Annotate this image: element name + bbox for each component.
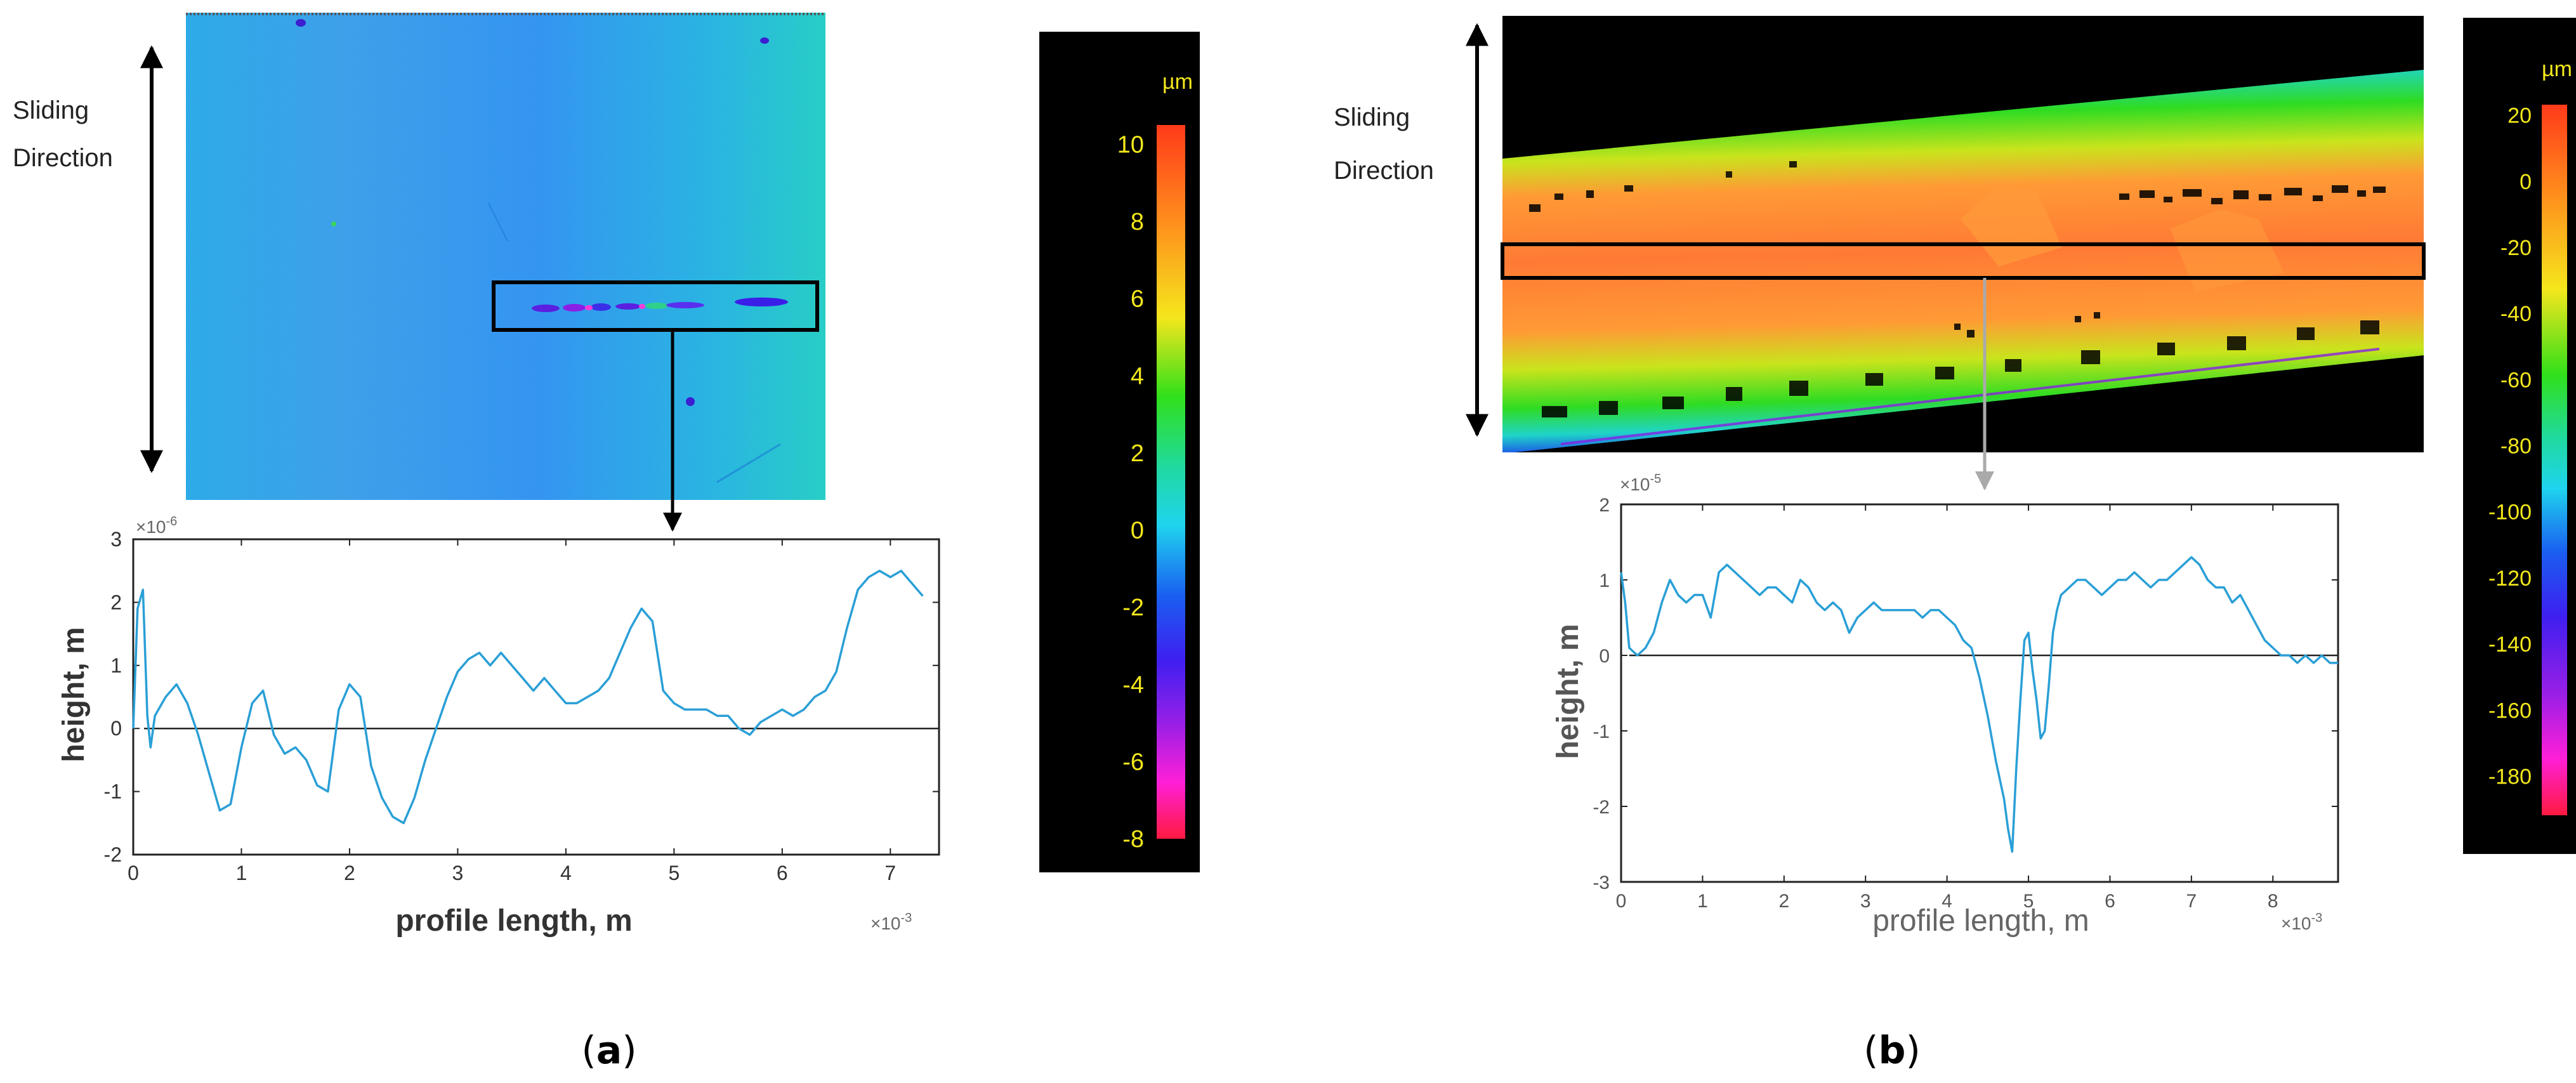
colorbar-tick-label-b: -60 <box>2500 368 2532 392</box>
panel-label-a: (a) <box>581 1028 636 1073</box>
y-tick-label-b: -3 <box>1593 872 1610 893</box>
colorbar-tick-label-b: -160 <box>2488 699 2532 723</box>
colorbar-tick-label-a: 6 <box>1131 286 1144 313</box>
profile-chart-a: 0 1 2 3 4 5 6 7 3 2 1 0 -1 -2 ×10-6 ×10-3 profile len… <box>57 515 940 938</box>
x-tick-label-a: 0 <box>128 862 139 884</box>
colorbar-a: µm 10 8 6 4 2 0 -2 -4 -6 -8 <box>1039 32 1200 872</box>
x-tick-label-b: 0 <box>1616 891 1627 912</box>
profile-chart-b: 0 1 2 3 4 5 6 7 8 2 1 0 -1 -2 -3 ×10-5 ×10-3 profile l… <box>1551 472 2339 938</box>
colorbar-tick-label-a: 4 <box>1131 363 1144 390</box>
colorbar-unit-b: µm <box>2542 57 2572 81</box>
colorbar-tick-label-a: -4 <box>1122 672 1144 699</box>
x-tick-label-b: 1 <box>1697 891 1708 912</box>
colorbar-tick-label-b: -140 <box>2488 633 2532 657</box>
sliding-direction-label-b-line1: Sliding <box>1334 103 1410 131</box>
x-tick-label-a: 7 <box>884 862 896 884</box>
x-tick-label-a: 4 <box>560 862 572 884</box>
x-tick-label-b: 6 <box>2105 891 2115 912</box>
y-tick-label-a: 0 <box>110 717 122 740</box>
profile-line-b <box>1620 556 2338 853</box>
y-axis-label-b: height, m <box>1551 624 1585 759</box>
y-tick-label-b: 0 <box>1599 646 1610 667</box>
sliding-direction-label-b-line2: Direction <box>1334 157 1434 185</box>
plot-frame-a <box>132 538 940 856</box>
y-tick-label-b: 2 <box>1599 495 1610 516</box>
y-axis-label-a: height, m <box>57 627 91 762</box>
y-tick-label-a: 2 <box>110 591 122 614</box>
colorbar-tick-label-b: 20 <box>2507 104 2532 128</box>
sliding-direction-label-a-line2: Direction <box>13 144 113 172</box>
y-tick-label-b: 1 <box>1599 570 1610 591</box>
colorbar-tick-label-a: 10 <box>1117 131 1144 158</box>
plot-frame-b <box>1620 503 2339 883</box>
colorbar-tick-label-a: -2 <box>1122 594 1144 621</box>
colorbar-gradient-a <box>1157 125 1185 839</box>
colorbar-tick-label-a: 8 <box>1131 209 1144 235</box>
y-multiplier-b: ×10-5 <box>1620 472 1661 494</box>
x-tick-label-b: 8 <box>2268 891 2278 912</box>
x-tick-label-b: 3 <box>1860 891 1871 912</box>
surface-map-a <box>186 13 825 500</box>
x-tick-label-b: 7 <box>2186 891 2197 912</box>
y-tick-label-a: -2 <box>104 843 122 866</box>
x-tick-label-a: 3 <box>452 862 464 884</box>
x-axis-label-a: profile length, m <box>395 904 632 938</box>
x-multiplier-a: ×10-3 <box>871 911 912 933</box>
colorbar-unit-a: µm <box>1162 70 1193 94</box>
colorbar-tick-label-a: 2 <box>1131 440 1144 467</box>
colorbar-tick-label-a: -8 <box>1122 826 1144 853</box>
colorbar-tick-label-a: 0 <box>1131 518 1144 544</box>
x-tick-label-a: 1 <box>236 862 247 884</box>
colorbar-tick-label-b: -100 <box>2488 501 2532 525</box>
sliding-direction-label-a-line1: Sliding <box>13 96 89 124</box>
y-multiplier-a: ×10-6 <box>136 515 177 537</box>
colorbar-tick-label-b: -180 <box>2488 765 2532 789</box>
colorbar-tick-label-b: -20 <box>2500 236 2532 260</box>
colorbar-b: µm 20 0 -20 -40 -60 -80 -100 -120 -140 -160 -180 <box>2463 18 2576 854</box>
x-tick-label-a: 2 <box>344 862 355 884</box>
x-multiplier-b: ×10-3 <box>2281 911 2322 933</box>
x-tick-label-b: 2 <box>1778 891 1789 912</box>
x-axis-label-b: profile length, m <box>1872 904 2089 938</box>
surface-map-b <box>1501 16 2426 452</box>
wear-streak-a <box>532 298 788 312</box>
colorbar-tick-label-b: -40 <box>2500 302 2532 326</box>
colorbar-tick-label-b: -120 <box>2488 567 2532 591</box>
y-tick-label-a: -1 <box>104 780 122 803</box>
x-tick-label-a: 6 <box>777 862 788 884</box>
y-tick-label-b: -2 <box>1593 797 1610 818</box>
x-tick-label-a: 5 <box>668 862 680 884</box>
colorbar-tick-label-a: -6 <box>1122 749 1144 775</box>
colorbar-tick-label-b: 0 <box>2520 170 2532 194</box>
x-tick-label-b: 5 <box>2023 891 2034 912</box>
profile-selection-box-a <box>492 280 819 332</box>
panel-a: Sliding Direction <box>13 13 1200 1073</box>
profile-line-a <box>132 569 924 825</box>
panel-label-b: (b) <box>1863 1028 1921 1073</box>
colorbar-gradient-b <box>2542 105 2567 815</box>
profile-selection-box-b <box>1501 242 2426 280</box>
colorbar-tick-label-b: -80 <box>2500 435 2532 459</box>
panel-b: Sliding Direction <box>1334 16 2576 1073</box>
y-tick-label-a: 1 <box>110 654 122 677</box>
y-tick-label-a: 3 <box>110 528 122 551</box>
x-tick-label-b: 4 <box>1942 891 1952 912</box>
y-tick-label-b: -1 <box>1593 721 1610 742</box>
